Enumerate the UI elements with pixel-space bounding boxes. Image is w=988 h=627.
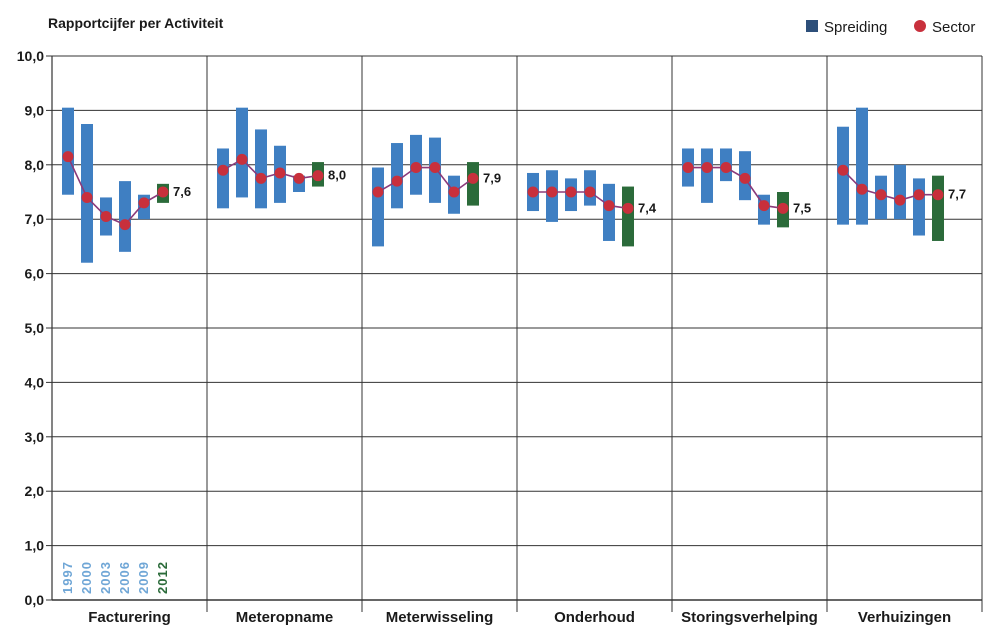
sector-point	[157, 186, 169, 198]
panels: 7,6 8,0 7,9 7,4 7,5 7,7	[62, 107, 966, 263]
chart-title: Rapportcijfer per Activiteit	[48, 15, 224, 31]
sector-point	[565, 186, 577, 198]
y-tick-label: 3,0	[25, 429, 45, 445]
year-label: 2006	[117, 561, 132, 594]
category-label: Meteropname	[236, 609, 334, 626]
sector-point	[429, 162, 441, 174]
spread-bar	[856, 107, 868, 225]
category-label: Onderhoud	[554, 609, 635, 626]
spread-bar	[372, 167, 384, 247]
sector-point	[701, 162, 713, 174]
category-label: Verhuizingen	[858, 609, 951, 626]
y-axis: 0,0 1,0 2,0 3,0 4,0 5,0 6,0 7,0 8,0 9,0 10,0	[17, 48, 53, 608]
legend-spreiding-swatch	[806, 20, 818, 32]
sector-point	[274, 167, 286, 179]
panel-meteropname: 8,0	[217, 107, 346, 209]
year-label: 2009	[136, 561, 151, 594]
value-label: 8,0	[328, 168, 346, 183]
spread-bar	[894, 164, 906, 220]
sector-point	[622, 202, 634, 214]
spread-bar	[255, 129, 267, 209]
sector-point	[100, 210, 112, 222]
spread-bar	[913, 178, 925, 236]
y-tick-label: 1,0	[25, 538, 45, 554]
sector-point	[739, 172, 751, 184]
sector-point	[391, 175, 403, 187]
value-label: 7,5	[793, 200, 811, 215]
sector-point	[913, 189, 925, 201]
panel-storingsverhelping: 7,5	[682, 148, 811, 228]
sector-point	[777, 202, 789, 214]
sector-point	[312, 170, 324, 182]
spread-bar	[236, 107, 248, 198]
spread-bar	[603, 183, 615, 241]
value-label: 7,9	[483, 170, 501, 185]
category-label: Facturering	[88, 609, 171, 626]
x-axis: Facturering Meteropname Meterwisseling Onde…	[60, 561, 951, 626]
y-tick-label: 8,0	[25, 157, 45, 173]
spread-bar	[932, 175, 944, 241]
sector-point	[410, 162, 422, 174]
panel-facturering: 7,6	[62, 107, 191, 263]
value-label: 7,4	[638, 200, 657, 215]
sector-point	[682, 162, 694, 174]
y-tick-label: 7,0	[25, 211, 45, 227]
sector-point	[467, 172, 479, 184]
sector-point	[527, 186, 539, 198]
year-label: 1997	[60, 561, 75, 594]
legend: Spreiding Sector	[806, 19, 975, 36]
spread-bar	[119, 181, 131, 252]
spread-bar	[217, 148, 229, 209]
sector-point	[217, 164, 229, 176]
value-label: 7,6	[173, 184, 191, 199]
legend-sector-label: Sector	[932, 19, 975, 36]
value-label: 7,7	[948, 187, 966, 202]
sector-point	[236, 153, 248, 165]
y-tick-label: 5,0	[25, 320, 45, 336]
sector-point	[62, 151, 74, 163]
year-label: 2012	[155, 561, 170, 594]
sector-point	[293, 172, 305, 184]
panel-verhuizingen: 7,7	[837, 107, 966, 241]
sector-point	[546, 186, 558, 198]
spread-bar	[701, 148, 713, 203]
sector-point	[584, 186, 596, 198]
sector-point	[119, 219, 131, 231]
spread-bar	[622, 186, 634, 247]
sector-point	[372, 186, 384, 198]
sector-point	[856, 183, 868, 195]
y-tick-label: 6,0	[25, 266, 45, 282]
panel-onderhoud: 7,4	[527, 170, 657, 247]
sector-point	[138, 197, 150, 209]
legend-sector-swatch	[914, 20, 926, 32]
sector-point	[758, 200, 770, 212]
category-label: Storingsverhelping	[681, 609, 818, 626]
grid	[52, 55, 983, 612]
y-tick-label: 10,0	[17, 48, 44, 64]
y-tick-label: 4,0	[25, 374, 45, 390]
sector-point	[894, 194, 906, 206]
sector-point	[932, 189, 944, 201]
y-tick-label: 2,0	[25, 483, 45, 499]
panel-meterwisseling: 7,9	[372, 134, 501, 247]
sector-point	[603, 200, 615, 212]
sector-point	[81, 191, 93, 203]
sector-point	[837, 164, 849, 176]
year-label: 2003	[98, 561, 113, 594]
category-label: Meterwisseling	[386, 609, 494, 626]
sector-point	[448, 186, 460, 198]
sector-point	[255, 172, 267, 184]
y-tick-label: 0,0	[25, 592, 45, 608]
year-label: 2000	[79, 561, 94, 594]
y-tick-label: 9,0	[25, 102, 45, 118]
legend-spreiding-label: Spreiding	[824, 19, 887, 36]
sector-point	[720, 162, 732, 174]
sector-point	[875, 189, 887, 201]
